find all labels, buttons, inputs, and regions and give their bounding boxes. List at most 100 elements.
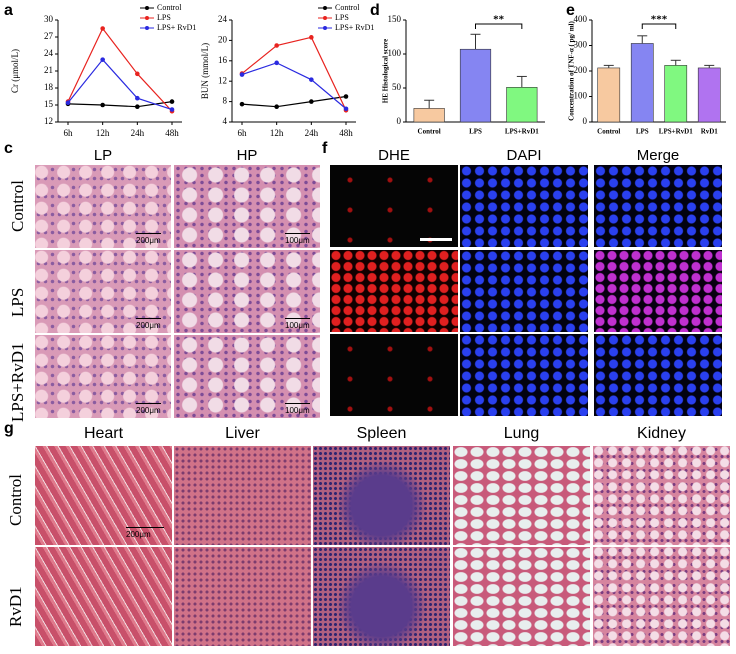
y-tick-label: 12 bbox=[44, 116, 53, 126]
panel-label: c bbox=[4, 140, 13, 157]
legend-label: LPS bbox=[157, 13, 171, 22]
column-label: Heart bbox=[83, 425, 124, 442]
fluorescence-image bbox=[460, 334, 588, 416]
micrograph bbox=[174, 250, 320, 333]
fluorescence-image bbox=[460, 165, 588, 247]
legend-label: LPS+ RvD1 bbox=[335, 23, 374, 32]
tissue-image bbox=[313, 547, 450, 646]
y-axis-label: BUN (mmol/L) bbox=[200, 43, 210, 99]
panel-label: e bbox=[566, 2, 575, 19]
y-tick-label: 12 bbox=[218, 75, 227, 85]
row-label: Control bbox=[8, 179, 27, 232]
x-tick-label: 24h bbox=[131, 128, 145, 138]
scale-bar-label: 200μm bbox=[136, 233, 161, 245]
data-point bbox=[239, 72, 245, 77]
legend-label: LPS bbox=[335, 13, 349, 22]
legend-marker bbox=[323, 6, 327, 10]
data-point bbox=[169, 99, 175, 104]
series-line bbox=[67, 27, 173, 112]
data-point bbox=[239, 101, 245, 107]
x-tick-label: 24h bbox=[305, 128, 319, 138]
legend-marker bbox=[145, 16, 149, 20]
legend-label: Control bbox=[157, 3, 182, 12]
x-tick-label: LPS bbox=[469, 128, 482, 136]
x-tick-label: 48h bbox=[339, 128, 353, 138]
column-label: LP bbox=[93, 147, 113, 164]
row-label: LPS+RvD1 bbox=[8, 342, 27, 422]
y-axis-label: HE Histological score bbox=[382, 39, 390, 103]
data-point bbox=[100, 26, 105, 31]
column-label: DAPI bbox=[506, 147, 542, 164]
tissue-image bbox=[313, 446, 450, 545]
scale-bar bbox=[420, 238, 452, 241]
data-point bbox=[309, 77, 314, 82]
scale-bar-label: 200μm bbox=[136, 318, 161, 330]
panel-label: g bbox=[4, 420, 14, 437]
series-line bbox=[241, 62, 347, 110]
x-tick-label: 48h bbox=[165, 128, 179, 138]
x-tick-label: 12h bbox=[96, 128, 110, 138]
fluorescence-image bbox=[460, 250, 588, 332]
legend-marker bbox=[323, 26, 327, 30]
y-tick-label: 24 bbox=[44, 48, 54, 58]
x-tick-label: Control bbox=[597, 128, 620, 136]
y-tick-label: 21 bbox=[44, 65, 53, 75]
data-point bbox=[135, 71, 140, 77]
y-tick-label: 400 bbox=[574, 14, 588, 24]
y-tick-label: 15 bbox=[44, 99, 54, 109]
fluorescence-image bbox=[330, 250, 458, 332]
x-tick-label: LPS bbox=[636, 128, 649, 136]
column-label: Merge bbox=[636, 147, 680, 164]
y-axis-label: Concentration of TNF-α ( pg/ ml) bbox=[568, 21, 576, 121]
bar bbox=[506, 87, 538, 123]
tissue-image bbox=[453, 547, 590, 646]
x-tick-label: LPS+RvD1 bbox=[659, 128, 693, 136]
legend-marker bbox=[323, 16, 327, 20]
tissue-image bbox=[593, 446, 730, 545]
y-tick-label: 8 bbox=[223, 96, 228, 106]
y-tick-label: 16 bbox=[218, 55, 228, 65]
significance-bracket bbox=[641, 23, 677, 29]
y-tick-label: 100 bbox=[574, 91, 588, 101]
micrograph bbox=[174, 335, 320, 418]
legend-marker bbox=[145, 26, 149, 30]
row-label: RvD1 bbox=[6, 585, 25, 627]
y-tick-label: 4 bbox=[223, 116, 228, 126]
data-point bbox=[100, 102, 105, 108]
data-point bbox=[65, 100, 71, 106]
tissue-image bbox=[35, 446, 172, 545]
micrograph bbox=[174, 165, 320, 248]
panel-label: d bbox=[370, 2, 380, 19]
x-tick-label: 6h bbox=[238, 128, 248, 138]
bar bbox=[664, 65, 688, 123]
scale-bar-label: 100μm bbox=[285, 403, 310, 415]
row-label: Control bbox=[6, 473, 25, 526]
y-tick-label: 27 bbox=[44, 31, 54, 41]
y-tick-label: 150 bbox=[388, 14, 402, 24]
tissue-image bbox=[174, 446, 311, 545]
significance-bracket bbox=[475, 23, 523, 29]
y-tick-label: 24 bbox=[218, 14, 228, 24]
significance-label: ** bbox=[493, 14, 505, 26]
series-line bbox=[241, 36, 347, 111]
y-tick-label: 100 bbox=[388, 48, 402, 58]
bar bbox=[630, 43, 654, 123]
data-point bbox=[274, 104, 279, 109]
x-tick-label: 6h bbox=[64, 128, 74, 138]
row-label: LPS bbox=[8, 287, 27, 317]
fluorescence-image bbox=[330, 334, 458, 416]
bar bbox=[697, 67, 721, 123]
fluorescence-image bbox=[594, 165, 722, 247]
legend-label: LPS+ RvD1 bbox=[157, 23, 196, 32]
tissue-image bbox=[35, 547, 172, 646]
x-tick-label: LPS+RvD1 bbox=[505, 128, 539, 136]
legend-label: Control bbox=[335, 3, 360, 12]
micrograph bbox=[35, 165, 171, 248]
series-line bbox=[67, 58, 173, 111]
scale-bar-label: 100μm bbox=[285, 318, 310, 330]
data-point bbox=[274, 60, 279, 66]
scale-bar-label: 200μm bbox=[136, 403, 161, 415]
y-axis-label: Cr (μmol/L) bbox=[10, 49, 20, 93]
tissue-image bbox=[593, 547, 730, 646]
